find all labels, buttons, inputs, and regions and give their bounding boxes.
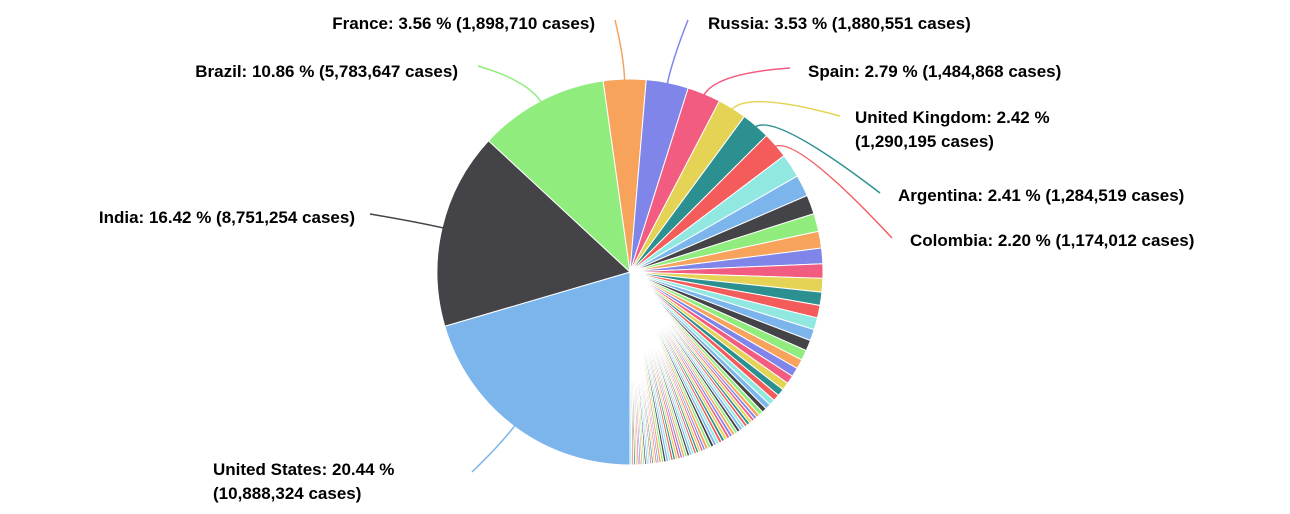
connector xyxy=(752,124,881,194)
data-label: India: 16.42 % (8,751,254 cases) xyxy=(98,208,355,227)
data-label: Brazil: 10.86 % (5,783,647 cases) xyxy=(195,62,458,81)
data-label: United Kingdom: 2.42 % (1,290,195 cases) xyxy=(855,108,1050,151)
data-label: Argentina: 2.41 % (1,284,519 cases) xyxy=(898,186,1185,205)
connector xyxy=(471,422,518,473)
data-label: Spain: 2.79 % (1,484,868 cases) xyxy=(808,62,1062,81)
connector xyxy=(477,65,544,105)
connector xyxy=(665,19,689,87)
data-label: France: 3.56 % (1,898,710 cases) xyxy=(332,14,595,33)
connector xyxy=(729,100,841,117)
pie-slice xyxy=(629,271,633,466)
data-label: Russia: 3.53 % (1,880,551 cases) xyxy=(708,14,971,33)
data-label: Colombia: 2.20 % (1,174,012 cases) xyxy=(910,231,1195,250)
connector xyxy=(772,144,893,239)
data-label: United States: 20.44 % (10,888,324 cases… xyxy=(213,460,395,503)
connector xyxy=(369,213,447,230)
connector xyxy=(614,19,626,84)
connector xyxy=(701,67,791,98)
